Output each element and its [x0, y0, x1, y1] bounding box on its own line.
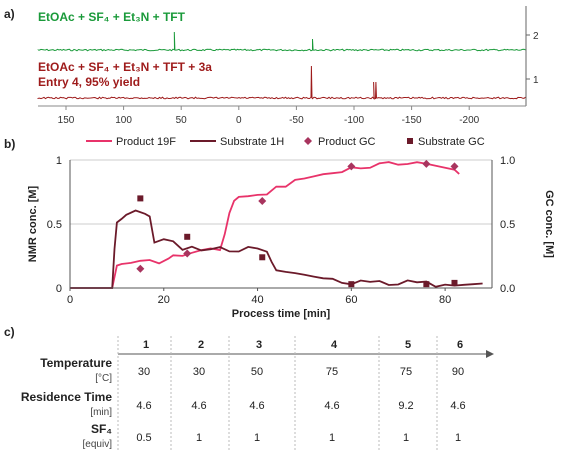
substrate-gc-point	[137, 195, 144, 202]
chart-y2-axis-label: GC conc. [M]	[543, 190, 555, 258]
substrate-gc-point	[259, 254, 266, 261]
nmr-x-tick-label: -200	[459, 115, 479, 126]
nmr-x-tick-label: -100	[344, 115, 364, 126]
nmr-spectrum2-trace	[37, 65, 526, 101]
nmr-x-tick-label: 0	[236, 115, 242, 126]
product-gc-point	[450, 162, 459, 171]
table-header-entry: 3	[256, 339, 262, 351]
table-row-label: Temperature	[40, 356, 112, 370]
table-row-label: SF₄	[91, 422, 112, 436]
chart-x-axis-label: Process time [min]	[232, 308, 331, 320]
panel-label-c: c)	[4, 325, 15, 339]
table-row-unit: [°C]	[95, 373, 112, 384]
nmr-spectrum2-label-line1: EtOAc + SF₄ + Et₃N + TFT + 3a	[38, 60, 212, 74]
panel-label-a: a)	[4, 7, 15, 21]
table-cell: 0.5	[136, 432, 151, 444]
table-cell: 4.6	[249, 400, 264, 412]
nmr-x-tick-label: 100	[115, 115, 132, 126]
series-line-substrate-1h	[70, 209, 483, 289]
table-cell: 1	[329, 432, 335, 444]
substrate-gc-point	[451, 279, 458, 286]
nmr-spectra: 2 1 EtOAc + SF₄ + Et₃N + TFT EtOAc + SF₄…	[37, 6, 539, 126]
legend-label: Substrate 1H	[220, 136, 284, 148]
table-cell: 75	[326, 366, 338, 378]
chart-legend: Product 19F Substrate 1H Product GC Substra…	[86, 136, 485, 148]
table-cell: 4.6	[450, 400, 465, 412]
nmr-spectrum2-label-line2: Entry 4, 95% yield	[38, 75, 140, 89]
table-header-entry: 6	[457, 339, 463, 351]
table-row-label: Residence Time	[21, 390, 112, 404]
chart-gridlines	[70, 159, 492, 225]
chart-series	[70, 159, 483, 289]
table-cell: 50	[251, 366, 263, 378]
nmr-spectrum1-trace	[37, 31, 526, 52]
nmr-right-tick-label-2: 2	[533, 31, 539, 42]
chart-y-tick-label: 0.5	[47, 219, 62, 231]
legend-label: Product GC	[318, 136, 376, 148]
chart-axes: 0 20 40 60 80 0 0.5 1 0.0 0.5 1.0	[47, 155, 516, 306]
substrate-gc-point	[423, 281, 430, 288]
table-header-entry: 5	[405, 339, 411, 351]
substrate-gc-point	[348, 281, 355, 288]
legend-swatch-square	[407, 138, 413, 144]
substrate-gc-point	[184, 233, 191, 240]
chart-y-tick-label: 1	[56, 155, 62, 167]
table-header-entry: 2	[198, 339, 204, 351]
table-header-entry: 4	[331, 339, 338, 351]
table-cell: 1	[455, 432, 461, 444]
table-cell: 30	[138, 366, 150, 378]
product-gc-point	[136, 264, 145, 273]
chart-y2-tick-label: 0.5	[500, 219, 515, 231]
chart-x-tick-label: 0	[67, 294, 73, 306]
table-cell: 1	[403, 432, 409, 444]
nmr-spectrum1-label: EtOAc + SF₄ + Et₃N + TFT	[38, 10, 186, 24]
chart-y-axis-label: NMR conc. [M]	[27, 185, 39, 262]
table-cell: 1	[196, 432, 202, 444]
table-header-arrowhead	[486, 350, 494, 358]
process-chart: Product 19F Substrate 1H Product GC Substra…	[27, 136, 555, 320]
product-gc-point	[183, 249, 192, 258]
nmr-x-ticks: 150 100 50 0 -50 -100 -150 -200	[58, 106, 480, 126]
table-cell: 9.2	[398, 400, 413, 412]
table-row-unit: [min]	[90, 407, 112, 418]
legend-swatch-diamond	[304, 137, 312, 145]
table-row-unit: [equiv]	[83, 439, 113, 450]
chart-y2-tick-label: 0.0	[500, 283, 515, 295]
table-cell: 1	[254, 432, 260, 444]
table-cell: 30	[193, 366, 205, 378]
nmr-right-tick-label-1: 1	[533, 75, 539, 86]
series-line-product-19f	[70, 161, 460, 289]
chart-x-tick-label: 40	[251, 294, 263, 306]
product-gc-point	[347, 162, 356, 171]
table-cell: 4.6	[191, 400, 206, 412]
table-cell: 75	[400, 366, 412, 378]
table-cell: 4.6	[324, 400, 339, 412]
product-gc-point	[422, 159, 431, 168]
product-gc-point	[258, 196, 267, 205]
nmr-x-tick-label: -50	[289, 115, 304, 126]
panel-label-b: b)	[4, 137, 15, 151]
chart-x-tick-label: 20	[158, 294, 170, 306]
nmr-x-tick-label: 150	[58, 115, 75, 126]
legend-label: Product 19F	[116, 136, 176, 148]
table-cell: 4.6	[136, 400, 151, 412]
nmr-x-tick-label: 50	[176, 115, 188, 126]
table-header-entry: 1	[143, 339, 149, 351]
legend-label: Substrate GC	[418, 136, 485, 148]
nmr-x-tick-label: -150	[402, 115, 422, 126]
chart-y-tick-label: 0	[56, 283, 62, 295]
table-cell: 90	[452, 366, 464, 378]
chart-x-tick-label: 80	[439, 294, 451, 306]
chart-y2-tick-label: 1.0	[500, 155, 515, 167]
chart-x-tick-label: 60	[345, 294, 357, 306]
conditions-table: 1 2 3 4 5 6 Temperature [°C] 30 30 50 75 75 90 Residen…	[21, 336, 494, 452]
